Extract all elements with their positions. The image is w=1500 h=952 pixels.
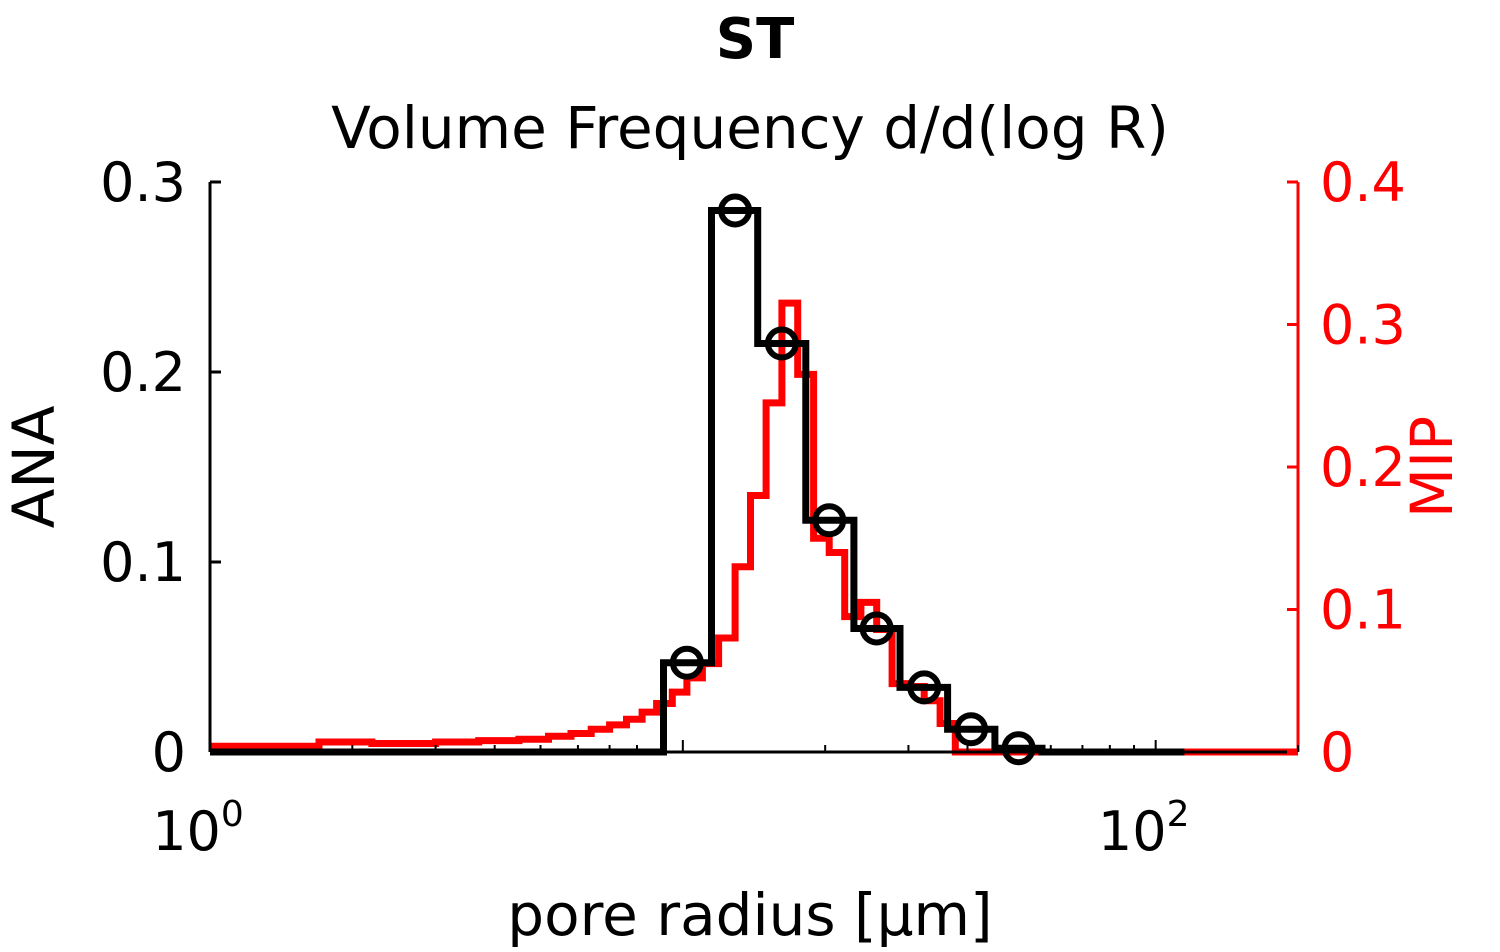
right-y-tick-label: 0.1 <box>1320 579 1406 642</box>
left-y-tick-label: 0.3 <box>100 151 186 214</box>
right-y-tick-label: 0.4 <box>1320 151 1406 214</box>
left-y-ticks: 0 0.1 0.2 0.3 <box>100 151 221 784</box>
left-y-tick-label: 0.1 <box>100 531 186 594</box>
x-axis-label: pore radius [μm] <box>507 881 992 949</box>
x-tick-label: 102 <box>1098 794 1190 863</box>
ana-marker <box>1001 731 1036 766</box>
right-y-tick-label: 0.3 <box>1320 294 1406 357</box>
x-tick-label: 100 <box>152 794 244 863</box>
left-y-axis-label: ANA <box>0 405 68 528</box>
ana-series <box>210 207 1185 756</box>
ana-marker <box>859 611 894 646</box>
ana-marker <box>954 712 989 747</box>
mip-stairs-line <box>210 299 1298 756</box>
right-y-tick-label: 0 <box>1320 721 1354 784</box>
right-y-ticks: 0 0.1 0.2 0.3 0.4 <box>1287 151 1406 784</box>
x-ticks: 100 102 <box>152 740 1299 863</box>
ana-marker <box>718 193 753 228</box>
right-y-axis-label: MIP <box>1398 416 1466 518</box>
ana-marker <box>812 503 847 538</box>
ana-marker <box>669 645 704 680</box>
ana-marker <box>764 326 799 361</box>
ana-markers <box>669 193 1036 766</box>
left-y-tick-label: 0 <box>152 721 186 784</box>
mip-series <box>210 299 1298 756</box>
plot-area <box>210 193 1298 766</box>
ana-stairs-line <box>210 207 1185 756</box>
chart-subtitle: Volume Frequency d/d(log R) <box>331 94 1169 162</box>
left-y-tick-label: 0.2 <box>100 341 186 404</box>
right-y-tick-label: 0.2 <box>1320 436 1406 499</box>
chart-title: ST <box>716 7 795 72</box>
ana-marker <box>907 670 942 705</box>
